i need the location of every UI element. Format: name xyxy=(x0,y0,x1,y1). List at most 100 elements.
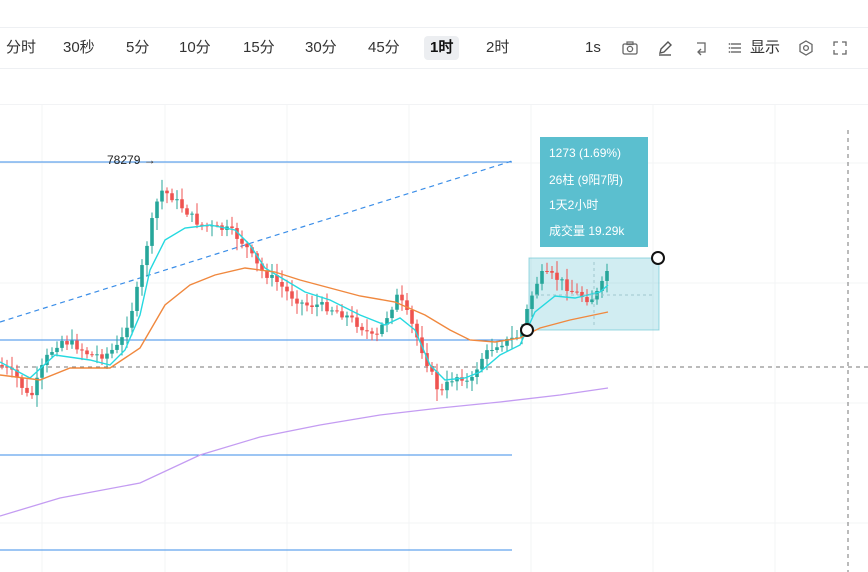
candle-body xyxy=(305,302,309,306)
candle-body xyxy=(275,274,279,282)
candle-body xyxy=(230,226,234,229)
ma-slow-line xyxy=(0,387,609,517)
peak-price-label: 78279 → xyxy=(107,153,156,167)
candle-body xyxy=(410,309,414,324)
candle-body xyxy=(200,224,204,226)
candle-body xyxy=(265,270,269,278)
timeframe-tab[interactable]: 分时 xyxy=(6,39,37,56)
candle-body xyxy=(365,330,369,332)
ma-fast-line xyxy=(0,224,609,381)
candle-body xyxy=(405,300,409,310)
candle-body xyxy=(550,271,554,273)
timeframe-tab[interactable]: 30分 xyxy=(305,39,337,56)
candle-body xyxy=(490,350,494,352)
candle-body xyxy=(120,337,124,345)
candle-body xyxy=(40,364,44,378)
tooltip-bars: 26柱 (9阳7阴) xyxy=(549,173,624,187)
candle-body xyxy=(125,327,129,338)
timeframe-tab[interactable]: 2时 xyxy=(486,39,510,56)
candle-body xyxy=(65,341,69,345)
tooltip-duration: 1天2小时 xyxy=(549,198,599,212)
candle-body xyxy=(190,213,194,215)
candle-body xyxy=(535,283,539,296)
candle-body xyxy=(180,199,184,209)
candle-body xyxy=(350,315,354,318)
candlestick-chart[interactable] xyxy=(0,105,868,572)
candle-body xyxy=(30,392,34,396)
candle-body xyxy=(575,291,579,293)
candle-body xyxy=(390,309,394,319)
camera-icon[interactable] xyxy=(620,38,640,58)
candle-body xyxy=(570,290,574,292)
measure-end-handle xyxy=(651,251,665,265)
candle-body xyxy=(450,381,454,383)
candle-body xyxy=(400,294,404,301)
candle-body xyxy=(310,305,314,308)
candle-body xyxy=(80,349,84,351)
candle-body xyxy=(555,272,559,280)
candle-body xyxy=(585,297,589,303)
candle-body xyxy=(510,337,514,339)
candle-body xyxy=(385,318,389,325)
candle-body xyxy=(25,387,29,393)
candle-body xyxy=(105,353,109,359)
candle-body xyxy=(160,190,164,202)
candle-body xyxy=(170,193,174,201)
candle-body xyxy=(580,291,584,298)
candle-body xyxy=(500,345,504,348)
candle-body xyxy=(245,243,249,248)
candle-body xyxy=(495,347,499,351)
candle-body xyxy=(85,350,89,355)
candle-body xyxy=(235,228,239,239)
timeframe-tab[interactable]: 5分 xyxy=(126,39,150,56)
timeframe-toolbar: 分时 30秒 5分 10分 15分 30分 45分 1时 2时 1s 显示 xyxy=(0,27,868,69)
tooltip-change: 1273 (1.69%) xyxy=(549,146,622,160)
candle-body xyxy=(110,349,114,354)
playback-speed-button[interactable]: 1s xyxy=(585,39,601,56)
candle-body xyxy=(545,271,549,273)
timeframe-tab[interactable]: 45分 xyxy=(368,39,400,56)
candle-body xyxy=(0,365,4,367)
candle-body xyxy=(320,302,324,305)
timeframe-tab[interactable]: 30秒 xyxy=(63,39,95,56)
candle-body xyxy=(355,317,359,327)
candle-body xyxy=(285,286,289,292)
candle-body xyxy=(605,271,609,281)
candle-body xyxy=(60,341,64,348)
toolbar-divider xyxy=(0,104,868,105)
candle-body xyxy=(360,326,364,331)
candle-body xyxy=(280,281,284,287)
candle-body xyxy=(130,310,134,328)
candle-body xyxy=(525,308,529,328)
candle-body xyxy=(55,347,59,353)
candle-body xyxy=(505,338,509,346)
timeframe-tab[interactable]: 15分 xyxy=(243,39,275,56)
timeframe-tab[interactable]: 10分 xyxy=(179,39,211,56)
timeframe-tab[interactable]: 1时 xyxy=(424,36,460,60)
candle-body xyxy=(195,213,199,225)
candle-body xyxy=(375,333,379,335)
candle-body xyxy=(530,295,534,309)
measure-start-handle xyxy=(520,323,534,337)
candle-body xyxy=(470,376,474,381)
candle-body xyxy=(335,310,339,312)
draw-pencil-icon[interactable] xyxy=(655,38,675,58)
candle-body xyxy=(270,274,274,278)
replay-icon[interactable] xyxy=(690,38,710,58)
candle-body xyxy=(250,247,254,254)
candle-body xyxy=(295,298,299,304)
candle-body xyxy=(150,218,154,246)
candle-body xyxy=(345,315,349,318)
candle-body xyxy=(445,381,449,391)
candle-body xyxy=(300,302,304,304)
menu-icon[interactable] xyxy=(727,38,747,58)
trend-line xyxy=(0,160,513,323)
candle-body xyxy=(140,265,144,287)
fullscreen-icon[interactable] xyxy=(830,38,850,58)
measure-tooltip: 1273 (1.69%) 26柱 (9阳7阴) 1天2小时 成交量 19.29k xyxy=(540,137,648,247)
display-button[interactable]: 显示 xyxy=(750,39,781,56)
candle-body xyxy=(415,323,419,338)
settings-icon[interactable] xyxy=(796,38,816,58)
candle-body xyxy=(465,380,469,382)
candle-body xyxy=(255,253,259,264)
